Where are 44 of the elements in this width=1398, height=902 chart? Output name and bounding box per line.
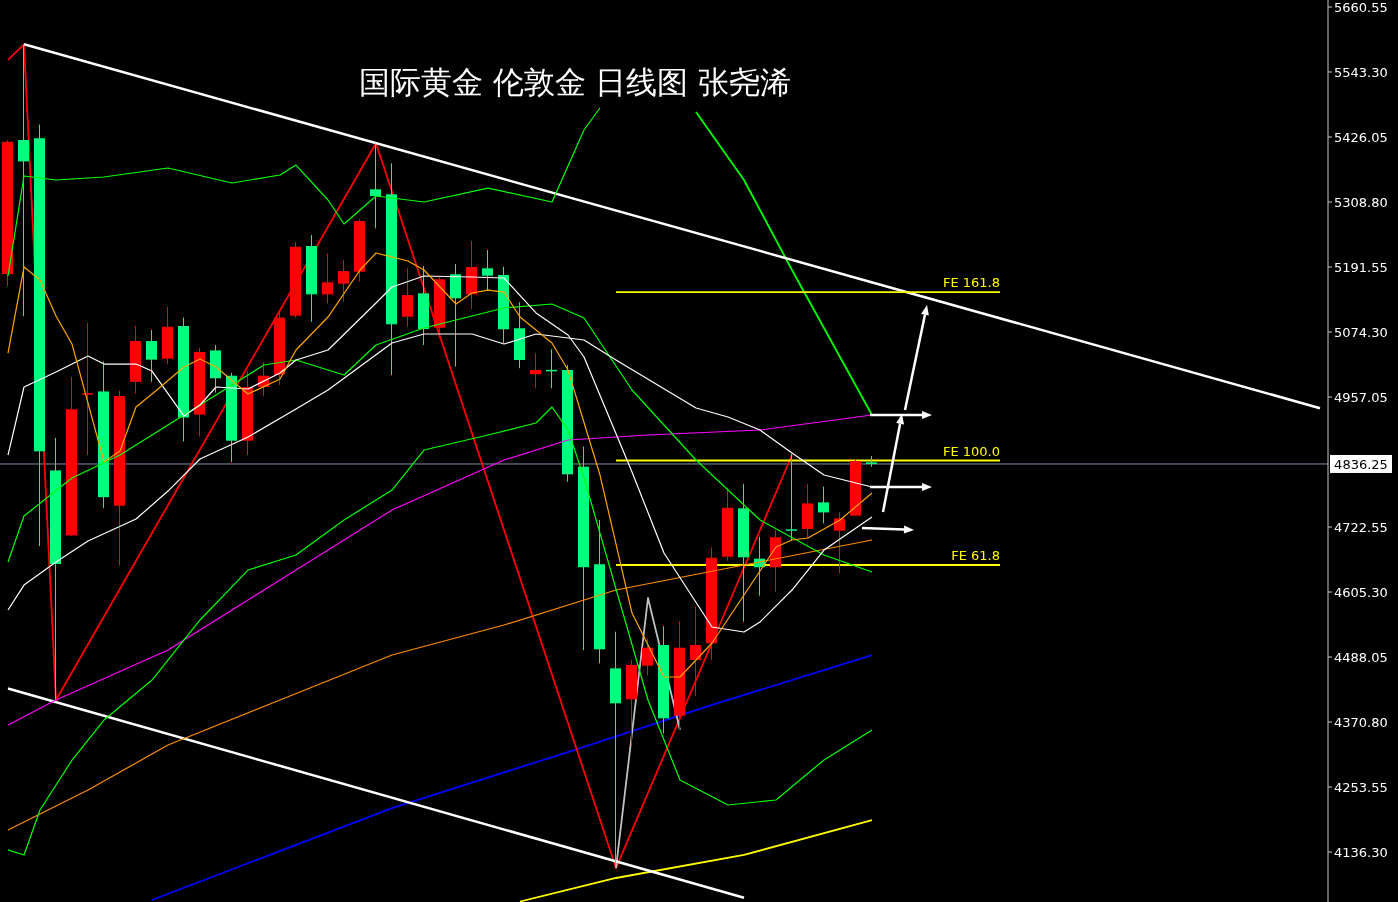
series-label: FE 61.8 xyxy=(951,548,1000,563)
line-series xyxy=(7,539,873,831)
y-tick-label: 4253.55 xyxy=(1334,779,1388,795)
line-series xyxy=(7,406,873,856)
candlestick xyxy=(834,511,845,574)
y-tick-label: 5191.55 xyxy=(1334,259,1388,275)
y-tick-label: 5543.30 xyxy=(1334,64,1388,80)
line-series xyxy=(7,252,873,678)
y-tick-label: 4957.05 xyxy=(1334,389,1388,405)
y-tick-label: 4136.30 xyxy=(1334,844,1388,860)
candlestick xyxy=(402,267,413,328)
line-series xyxy=(7,43,793,869)
line-series xyxy=(695,111,873,416)
series-label: FE 161.8 xyxy=(942,275,1000,291)
y-tick-label: 4722.55 xyxy=(1334,519,1388,535)
line-series xyxy=(7,107,601,277)
text: 国际黄金 伦敦金 日线图 张尧浠 xyxy=(352,62,798,102)
y-tick-label: 4605.30 xyxy=(1334,584,1388,600)
candlestick xyxy=(322,252,333,304)
candlestick xyxy=(18,43,29,317)
ref-line-label: 4836.25 xyxy=(1334,456,1388,472)
line-series xyxy=(7,275,873,633)
y-tick-label: 5074.30 xyxy=(1334,324,1388,340)
y-tick-label: 4488.05 xyxy=(1334,649,1388,665)
candlestick xyxy=(338,259,349,303)
line-series xyxy=(519,819,873,902)
candlestick xyxy=(450,263,461,368)
series-label: FE 100.0 xyxy=(942,443,1000,459)
line-series xyxy=(151,654,873,901)
y-tick-label: 5426.05 xyxy=(1334,129,1388,145)
line-series xyxy=(7,414,873,726)
candlestick xyxy=(482,249,493,291)
y-tick-label: 4370.80 xyxy=(1334,714,1388,730)
line-series xyxy=(7,303,873,573)
candlestick xyxy=(146,329,157,383)
y-tick-label: 5660.55 xyxy=(1334,0,1388,15)
candlestick xyxy=(786,453,797,541)
candlestick xyxy=(370,142,381,229)
candlestick xyxy=(690,606,701,697)
y-tick-label: 5308.80 xyxy=(1334,194,1388,210)
candlestick xyxy=(642,638,653,676)
candlestick xyxy=(818,486,829,524)
candlestick xyxy=(530,352,541,389)
candlestick xyxy=(82,322,93,456)
